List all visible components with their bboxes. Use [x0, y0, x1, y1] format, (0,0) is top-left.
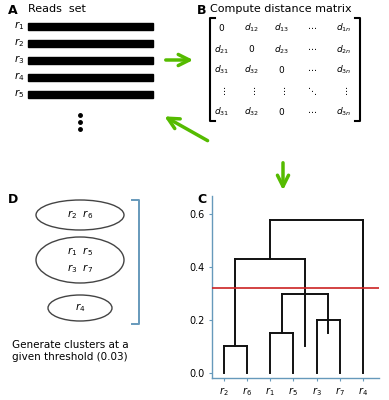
Text: $\vdots$: $\vdots$ [249, 85, 256, 97]
Bar [28, 40, 153, 46]
Text: A: A [8, 4, 18, 17]
Text: $r_2$  $r_6$: $r_2$ $r_6$ [67, 209, 93, 222]
Text: $\vdots$: $\vdots$ [340, 85, 347, 97]
Text: $\ddots$: $\ddots$ [307, 85, 317, 97]
Text: $r_4$: $r_4$ [14, 70, 24, 83]
Text: $\cdots$: $\cdots$ [307, 43, 317, 52]
Text: $\cdots$: $\cdots$ [307, 106, 317, 115]
Text: $r_5$: $r_5$ [14, 88, 24, 100]
Text: $d_{2n}$: $d_{2n}$ [336, 43, 352, 56]
Bar [28, 74, 153, 80]
Text: $0$: $0$ [279, 64, 286, 75]
Text: $d_{31}$: $d_{31}$ [214, 64, 230, 76]
Bar [28, 90, 153, 98]
Text: $0$: $0$ [219, 22, 226, 33]
Text: $\cdots$: $\cdots$ [307, 64, 317, 73]
Text: Generate clusters at a
given threshold (0.03): Generate clusters at a given threshold (… [12, 340, 128, 362]
Text: $r_3$: $r_3$ [14, 54, 24, 66]
Text: $d_{1n}$: $d_{1n}$ [336, 22, 352, 34]
Ellipse shape [36, 200, 124, 230]
Text: $d_{31}$: $d_{31}$ [214, 106, 230, 118]
Text: $\vdots$: $\vdots$ [279, 85, 286, 97]
Text: $d_{21}$: $d_{21}$ [214, 43, 230, 56]
Text: $0$: $0$ [249, 43, 256, 54]
Bar [28, 56, 153, 64]
Text: $\cdots$: $\cdots$ [307, 22, 317, 31]
Text: $r_2$: $r_2$ [14, 37, 24, 49]
Text: $r_4$: $r_4$ [75, 302, 85, 314]
Text: $\vdots$: $\vdots$ [219, 85, 226, 97]
Text: $d_{12}$: $d_{12}$ [244, 22, 259, 34]
Text: $r_1$: $r_1$ [14, 20, 24, 32]
Text: $d_{23}$: $d_{23}$ [274, 43, 289, 56]
Text: $0$: $0$ [279, 106, 286, 117]
Text: $r_1$  $r_5$
$r_3$  $r_7$: $r_1$ $r_5$ $r_3$ $r_7$ [67, 245, 93, 274]
Text: B: B [197, 4, 207, 17]
Text: $d_{3n}$: $d_{3n}$ [336, 64, 352, 76]
Text: D: D [8, 193, 18, 206]
Text: C: C [197, 193, 206, 206]
Text: $d_{3n}$: $d_{3n}$ [336, 106, 352, 118]
Text: $d_{13}$: $d_{13}$ [274, 22, 289, 34]
Text: Compute distance matrix: Compute distance matrix [210, 4, 352, 14]
Text: $d_{32}$: $d_{32}$ [244, 64, 259, 76]
Bar [28, 22, 153, 30]
Ellipse shape [48, 295, 112, 321]
Ellipse shape [36, 237, 124, 283]
Text: $d_{32}$: $d_{32}$ [244, 106, 259, 118]
Text: Reads  set: Reads set [28, 4, 86, 14]
